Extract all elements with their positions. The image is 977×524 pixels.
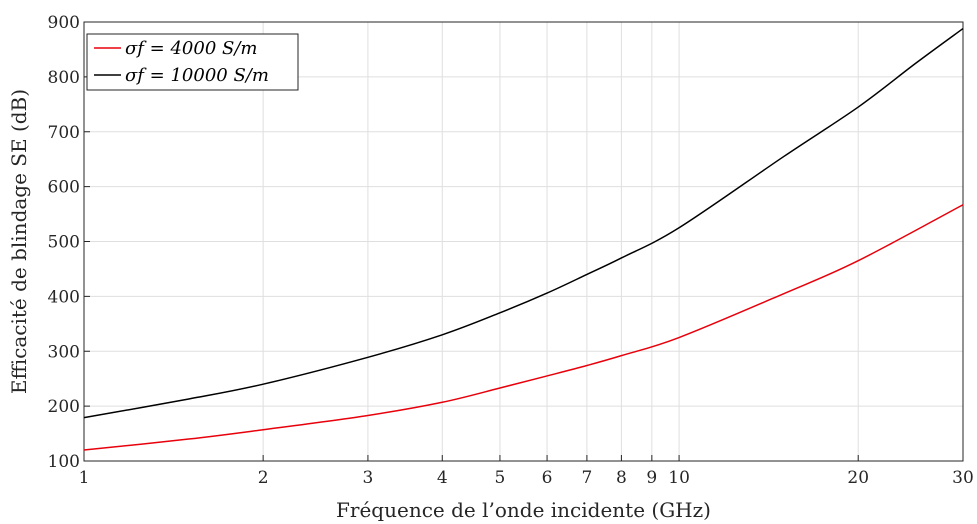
y-tick-label: 200 bbox=[48, 397, 80, 417]
x-tick-label: 10 bbox=[668, 468, 690, 488]
x-tick-label: 8 bbox=[616, 468, 627, 488]
series-line-1 bbox=[83, 204, 964, 451]
x-tick-label: 3 bbox=[363, 468, 374, 488]
x-tick-label: 1 bbox=[79, 468, 90, 488]
y-tick-label: 500 bbox=[48, 233, 80, 253]
x-tick-label: 30 bbox=[952, 468, 974, 488]
y-tick-label: 800 bbox=[48, 68, 80, 88]
x-tick-label: 6 bbox=[542, 468, 553, 488]
y-tick-label: 600 bbox=[48, 178, 80, 198]
x-tick-label: 4 bbox=[437, 468, 448, 488]
x-tick-label: 2 bbox=[258, 468, 269, 488]
x-tick-label: 5 bbox=[495, 468, 506, 488]
y-tick-label: 100 bbox=[48, 452, 80, 472]
x-tick-label: 20 bbox=[847, 468, 869, 488]
y-tick-label: 300 bbox=[48, 342, 80, 362]
y-tick-label: 400 bbox=[48, 287, 80, 307]
x-axis-title: Fréquence de l’onde incidente (GHz) bbox=[336, 498, 711, 522]
y-tick-label: 900 bbox=[48, 13, 80, 33]
y-axis-title: Efficacité de blindage SE (dB) bbox=[7, 89, 31, 394]
x-tick-label: 7 bbox=[581, 468, 592, 488]
axis-ticks: 1 2 3 4 5 6 7 8 9 10 20 30 100 200 300 400 500 600 700 800 9… bbox=[48, 13, 974, 488]
y-tick-label: 700 bbox=[48, 123, 80, 143]
legend: σf = 4000 S/m σf = 10000 S/m bbox=[86, 33, 299, 91]
legend-label-series-1: σf = 4000 S/m bbox=[125, 38, 257, 59]
legend-box bbox=[86, 33, 299, 91]
legend-label-series-2: σf = 10000 S/m bbox=[125, 65, 269, 86]
series-lines bbox=[83, 27, 964, 451]
x-tick-label: 9 bbox=[646, 468, 657, 488]
series-line-2 bbox=[83, 27, 964, 419]
